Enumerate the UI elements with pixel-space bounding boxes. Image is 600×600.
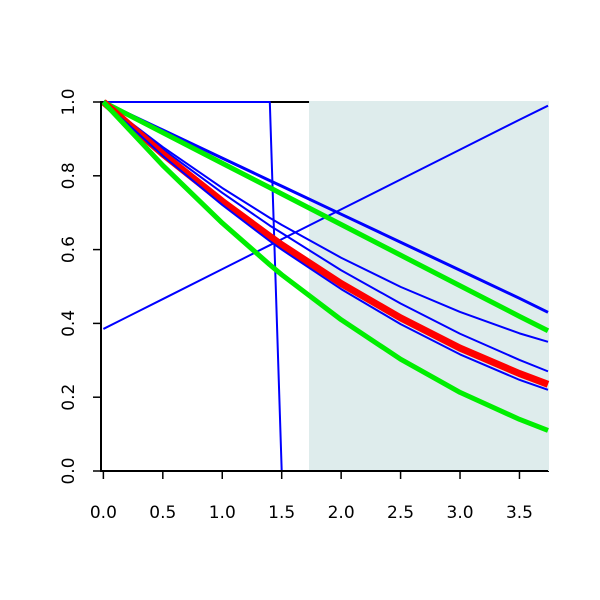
series-line [102, 101, 549, 343]
x-tick-label: 2.0 [328, 503, 355, 523]
y-tick-label: 0.4 [59, 310, 79, 337]
x-tick-label: 1.5 [268, 503, 295, 523]
x-tick-label: 2.5 [387, 503, 414, 523]
x-tick-label: 1.0 [209, 503, 236, 523]
series-line [101, 99, 550, 388]
y-tick-label: 0.8 [59, 162, 79, 189]
x-tick-label: 3.0 [447, 503, 474, 523]
series-line [102, 101, 549, 373]
x-tick-label: 3.5 [506, 503, 533, 523]
series-line [102, 99, 550, 334]
y-tick-label: 0.6 [59, 236, 79, 263]
y-tick-label: 0.2 [59, 384, 79, 411]
series-line [101, 100, 549, 433]
x-tick-label: 0.0 [90, 503, 117, 523]
series-line [102, 101, 549, 391]
series-line [102, 100, 549, 314]
y-tick-label: 1.0 [59, 88, 79, 115]
x-tick-label: 0.5 [149, 503, 176, 523]
y-tick-label: 0.0 [59, 457, 79, 484]
series-line [102, 104, 549, 330]
